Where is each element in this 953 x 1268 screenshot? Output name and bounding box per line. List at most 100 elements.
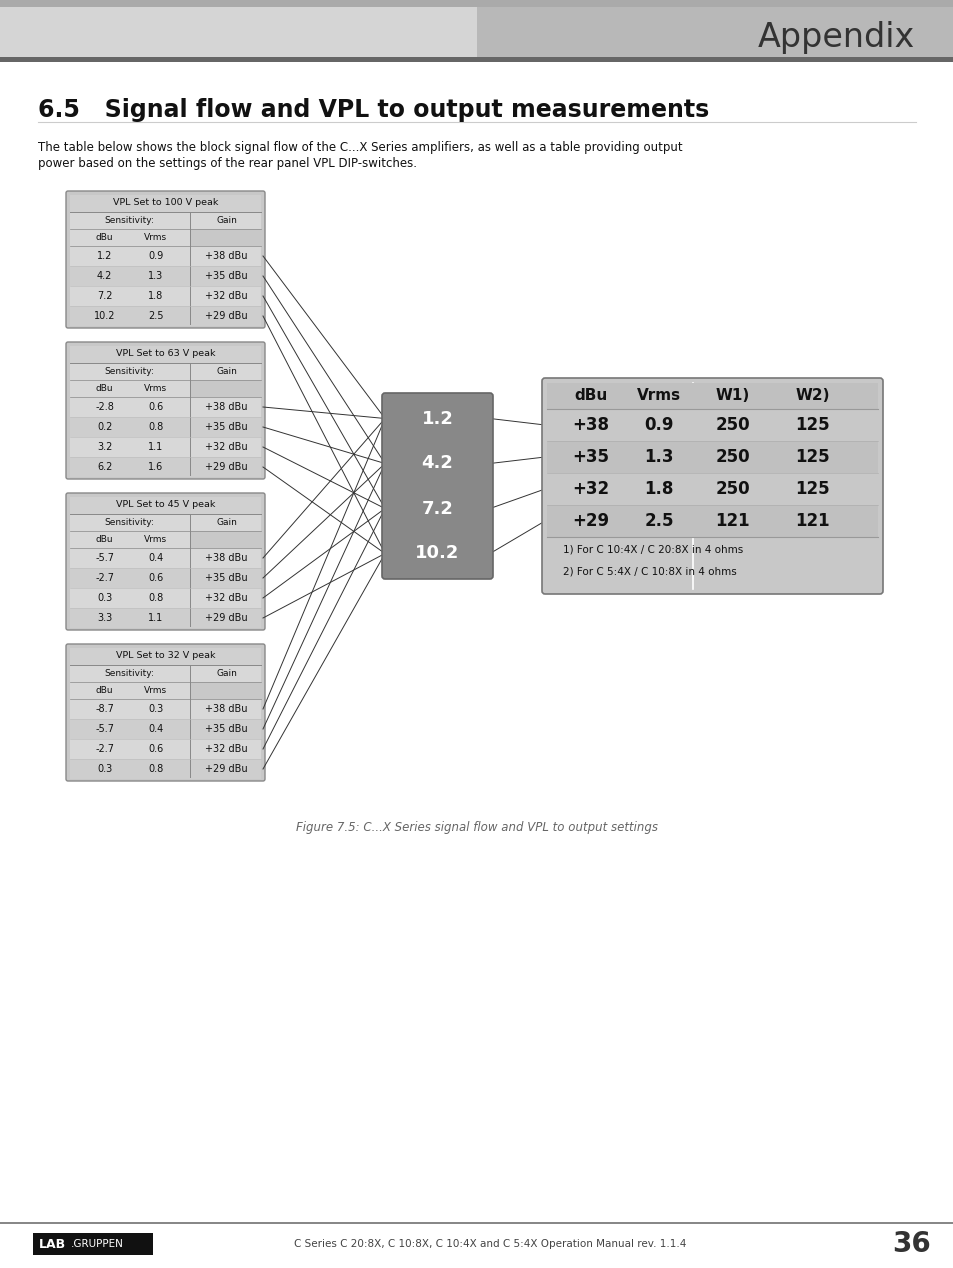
Text: +32 dBu: +32 dBu <box>205 290 248 301</box>
Text: 1.3: 1.3 <box>643 448 673 467</box>
Text: 1.8: 1.8 <box>148 290 163 301</box>
Text: +38 dBu: +38 dBu <box>205 402 248 412</box>
Text: VPL Set to 63 V peak: VPL Set to 63 V peak <box>115 349 215 358</box>
Text: 0.3: 0.3 <box>97 593 112 604</box>
Text: Vrms: Vrms <box>144 686 167 695</box>
Bar <box>70 212 190 230</box>
Text: +32 dBu: +32 dBu <box>205 744 248 754</box>
Bar <box>70 230 190 246</box>
Bar <box>70 760 261 779</box>
Bar <box>0 57 953 62</box>
Text: 0.8: 0.8 <box>148 593 163 604</box>
Text: 1.2: 1.2 <box>421 410 453 427</box>
Text: +35 dBu: +35 dBu <box>205 271 248 281</box>
Text: 0.8: 0.8 <box>148 422 163 432</box>
Bar <box>190 212 261 230</box>
Text: 125: 125 <box>795 416 829 434</box>
Bar <box>70 417 261 437</box>
Bar <box>546 505 877 538</box>
Text: 7.2: 7.2 <box>421 500 453 517</box>
Bar <box>70 306 261 326</box>
Text: 1.3: 1.3 <box>148 271 163 281</box>
Text: -5.7: -5.7 <box>95 724 114 734</box>
Bar <box>70 607 261 628</box>
Text: dBu: dBu <box>574 388 607 402</box>
Text: 250: 250 <box>715 481 749 498</box>
Bar <box>190 664 261 682</box>
Text: 10.2: 10.2 <box>415 544 459 563</box>
Text: Appendix: Appendix <box>757 20 914 53</box>
Text: +38 dBu: +38 dBu <box>205 704 248 714</box>
Text: 125: 125 <box>795 448 829 467</box>
Text: 1.8: 1.8 <box>643 481 673 498</box>
Text: 0.6: 0.6 <box>148 402 163 412</box>
Bar <box>70 514 190 531</box>
Text: Sensitivity:: Sensitivity: <box>104 216 153 224</box>
Bar <box>70 648 261 664</box>
Text: 121: 121 <box>795 512 829 530</box>
Bar <box>70 739 261 760</box>
Bar <box>70 195 261 212</box>
Text: 6.2: 6.2 <box>97 462 112 472</box>
Bar <box>70 246 261 266</box>
Text: Gain: Gain <box>215 519 236 527</box>
Text: 0.3: 0.3 <box>148 704 163 714</box>
Text: dBu: dBu <box>95 535 113 544</box>
Text: The table below shows the block signal flow of the C...X Series amplifiers, as w: The table below shows the block signal f… <box>38 142 682 155</box>
Bar <box>546 473 877 505</box>
Text: VPL Set to 100 V peak: VPL Set to 100 V peak <box>112 198 218 207</box>
Text: +35 dBu: +35 dBu <box>205 724 248 734</box>
Bar <box>33 1232 152 1255</box>
Text: Vrms: Vrms <box>637 388 680 402</box>
Text: 0.8: 0.8 <box>148 765 163 773</box>
Text: .GRUPPEN: .GRUPPEN <box>71 1239 124 1249</box>
Bar <box>0 0 953 8</box>
Bar <box>70 682 190 699</box>
Text: 0.9: 0.9 <box>643 416 673 434</box>
Text: 7.2: 7.2 <box>97 290 112 301</box>
Text: 250: 250 <box>715 448 749 467</box>
Text: 36: 36 <box>892 1230 930 1258</box>
Text: 0.3: 0.3 <box>97 765 112 773</box>
Text: Gain: Gain <box>215 216 236 224</box>
Text: Gain: Gain <box>215 366 236 377</box>
Text: 2) For C 5:4X / C 10:8X in 4 ohms: 2) For C 5:4X / C 10:8X in 4 ohms <box>562 567 736 577</box>
Text: +38 dBu: +38 dBu <box>205 553 248 563</box>
Text: VPL Set to 45 V peak: VPL Set to 45 V peak <box>115 500 215 508</box>
Text: 3.3: 3.3 <box>97 612 112 623</box>
Text: -2.7: -2.7 <box>95 744 114 754</box>
Text: +32: +32 <box>572 481 609 498</box>
Bar <box>546 441 877 473</box>
Text: Vrms: Vrms <box>144 233 167 242</box>
Bar <box>0 1222 953 1224</box>
Text: +38 dBu: +38 dBu <box>205 251 248 261</box>
Text: 1.6: 1.6 <box>148 462 163 472</box>
Text: Sensitivity:: Sensitivity: <box>104 366 153 377</box>
Text: +35 dBu: +35 dBu <box>205 573 248 583</box>
Text: -2.8: -2.8 <box>95 402 114 412</box>
Text: Sensitivity:: Sensitivity: <box>104 519 153 527</box>
FancyBboxPatch shape <box>66 644 265 781</box>
Text: VPL Set to 32 V peak: VPL Set to 32 V peak <box>115 650 215 661</box>
Text: 0.6: 0.6 <box>148 573 163 583</box>
Text: 0.4: 0.4 <box>148 553 163 563</box>
Text: 10.2: 10.2 <box>93 311 115 321</box>
Text: Gain: Gain <box>215 670 236 678</box>
Text: 250: 250 <box>715 416 749 434</box>
Bar <box>70 568 261 588</box>
Text: dBu: dBu <box>95 233 113 242</box>
Bar <box>70 266 261 287</box>
Text: +35 dBu: +35 dBu <box>205 422 248 432</box>
Text: 3.2: 3.2 <box>97 443 112 451</box>
Text: Figure 7.5: C...X Series signal flow and VPL to output settings: Figure 7.5: C...X Series signal flow and… <box>295 820 658 833</box>
Bar <box>546 410 877 441</box>
Text: 121: 121 <box>715 512 749 530</box>
Text: 6.5   Signal flow and VPL to output measurements: 6.5 Signal flow and VPL to output measur… <box>38 98 708 122</box>
Bar <box>70 588 261 607</box>
Text: C Series C 20:8X, C 10:8X, C 10:4X and C 5:4X Operation Manual rev. 1.1.4: C Series C 20:8X, C 10:8X, C 10:4X and C… <box>294 1239 685 1249</box>
Bar <box>70 380 190 397</box>
Bar <box>70 397 261 417</box>
Text: 1.1: 1.1 <box>148 612 163 623</box>
Text: +29 dBu: +29 dBu <box>205 765 248 773</box>
Bar <box>70 497 261 514</box>
